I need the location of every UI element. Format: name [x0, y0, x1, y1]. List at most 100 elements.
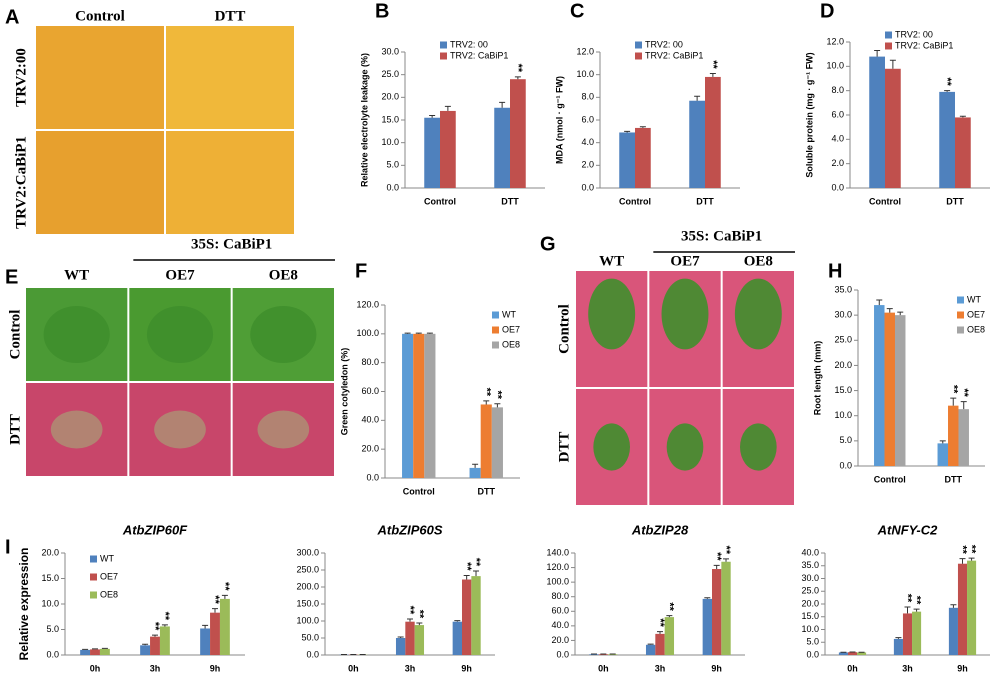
- bar: [958, 409, 969, 466]
- y-tick-label: 5.0: [839, 435, 852, 445]
- y-tick-label: 80.0: [551, 591, 569, 601]
- bar: [847, 652, 858, 655]
- error-bar: [889, 59, 896, 69]
- y-tick-label: 200.0: [296, 581, 319, 591]
- y-tick-label: 10.0: [381, 137, 399, 147]
- plant: [50, 410, 103, 449]
- error-bar: [647, 643, 654, 645]
- row-label: DTT: [7, 414, 23, 445]
- legend-swatch: [885, 31, 892, 39]
- plant: [146, 306, 214, 363]
- error-bar: [709, 73, 716, 77]
- error-bar: [723, 558, 730, 562]
- legend-swatch: [957, 296, 964, 304]
- error-bar: [959, 558, 966, 564]
- bar: [689, 100, 705, 188]
- plant: [740, 423, 777, 471]
- y-tick-label: 40.0: [551, 620, 569, 630]
- bar: [461, 579, 472, 655]
- y-axis-label: Relative expression: [17, 548, 31, 661]
- significance: **: [480, 388, 492, 397]
- y-tick-label: 15.0: [41, 573, 59, 583]
- bar: [200, 628, 211, 655]
- y-tick-label: 20.0: [551, 635, 569, 645]
- legend-swatch: [492, 341, 499, 349]
- bar: [471, 576, 481, 655]
- y-tick-label: 15.0: [381, 114, 399, 124]
- y-axis-label: MDA (nmol · g⁻¹ FW): [554, 76, 564, 164]
- bar: [402, 333, 414, 478]
- error-bar: [483, 400, 490, 405]
- y-tick-label: 10.0: [576, 69, 594, 79]
- error-bar: [101, 647, 108, 649]
- legend-label: OE8: [967, 324, 985, 334]
- error-bar: [950, 397, 957, 406]
- bar: [395, 638, 406, 655]
- bar: [608, 654, 618, 655]
- error-bar: [904, 606, 911, 614]
- y-axis-label: Green cotyledon (%): [339, 348, 349, 436]
- significance: **: [219, 582, 231, 591]
- error-bar: [473, 570, 480, 577]
- group-label: 35S: CaBiP1: [681, 228, 762, 244]
- significance: **: [159, 612, 171, 621]
- y-tick-label: 35.0: [801, 560, 819, 570]
- bar: [857, 652, 867, 655]
- x-tick-label: 3h: [655, 663, 666, 673]
- panel-label: C: [570, 0, 584, 22]
- y-tick-label: 35.0: [834, 284, 852, 294]
- y-tick-label: 120.0: [356, 299, 379, 309]
- y-tick-label: 0.0: [839, 460, 852, 470]
- x-tick-label: 9h: [957, 663, 968, 673]
- panel-label: F: [355, 260, 367, 282]
- x-tick-label: 0h: [598, 663, 609, 673]
- panel-label: B: [375, 0, 389, 22]
- significance: **: [720, 546, 732, 555]
- error-bar: [959, 115, 966, 118]
- y-tick-label: 25.0: [381, 69, 399, 79]
- significance: **: [512, 64, 524, 73]
- y-tick-label: 0.0: [386, 182, 399, 192]
- error-bar: [444, 105, 451, 111]
- error-bar: [404, 332, 411, 334]
- photo: [36, 131, 164, 234]
- y-tick-label: 15.0: [801, 611, 819, 621]
- column-label: DTT: [215, 8, 246, 24]
- x-tick-label: 3h: [150, 663, 161, 673]
- error-bar: [514, 76, 521, 80]
- error-bar: [202, 624, 209, 629]
- plant: [661, 278, 709, 350]
- bar: [99, 648, 110, 655]
- bar: [210, 612, 220, 655]
- bar: [885, 68, 901, 188]
- legend-label: TRV2: CaBiP1: [450, 50, 508, 60]
- bar: [598, 654, 609, 655]
- row-label: TRV2:CaBiP1: [13, 136, 29, 229]
- bar: [424, 333, 436, 478]
- x-tick-label: 3h: [405, 663, 416, 673]
- y-tick-label: 20.0: [381, 92, 399, 102]
- y-tick-label: 20.0: [41, 547, 59, 557]
- bar: [702, 598, 712, 655]
- chart-title: AtbZIP60F: [122, 522, 188, 537]
- legend-label: OE8: [502, 339, 520, 349]
- y-tick-label: 4.0: [831, 134, 844, 144]
- bar: [589, 654, 599, 655]
- legend-swatch: [957, 311, 964, 319]
- legend-label: WT: [100, 553, 114, 563]
- significance: **: [957, 545, 969, 554]
- significance: **: [149, 622, 161, 631]
- bar: [939, 91, 955, 188]
- x-tick-label: Control: [403, 486, 435, 496]
- bar: [645, 644, 656, 655]
- legend-label: WT: [967, 294, 981, 304]
- y-tick-label: 2.0: [581, 160, 594, 170]
- chart-title: AtNFY-C2: [877, 522, 938, 537]
- error-bar: [161, 624, 168, 627]
- error-bar: [463, 574, 470, 580]
- significance: **: [209, 595, 221, 604]
- y-tick-label: 8.0: [831, 85, 844, 95]
- y-tick-label: 5.0: [386, 160, 399, 170]
- legend-label: TRV2: 00: [895, 29, 933, 39]
- bar: [619, 132, 635, 188]
